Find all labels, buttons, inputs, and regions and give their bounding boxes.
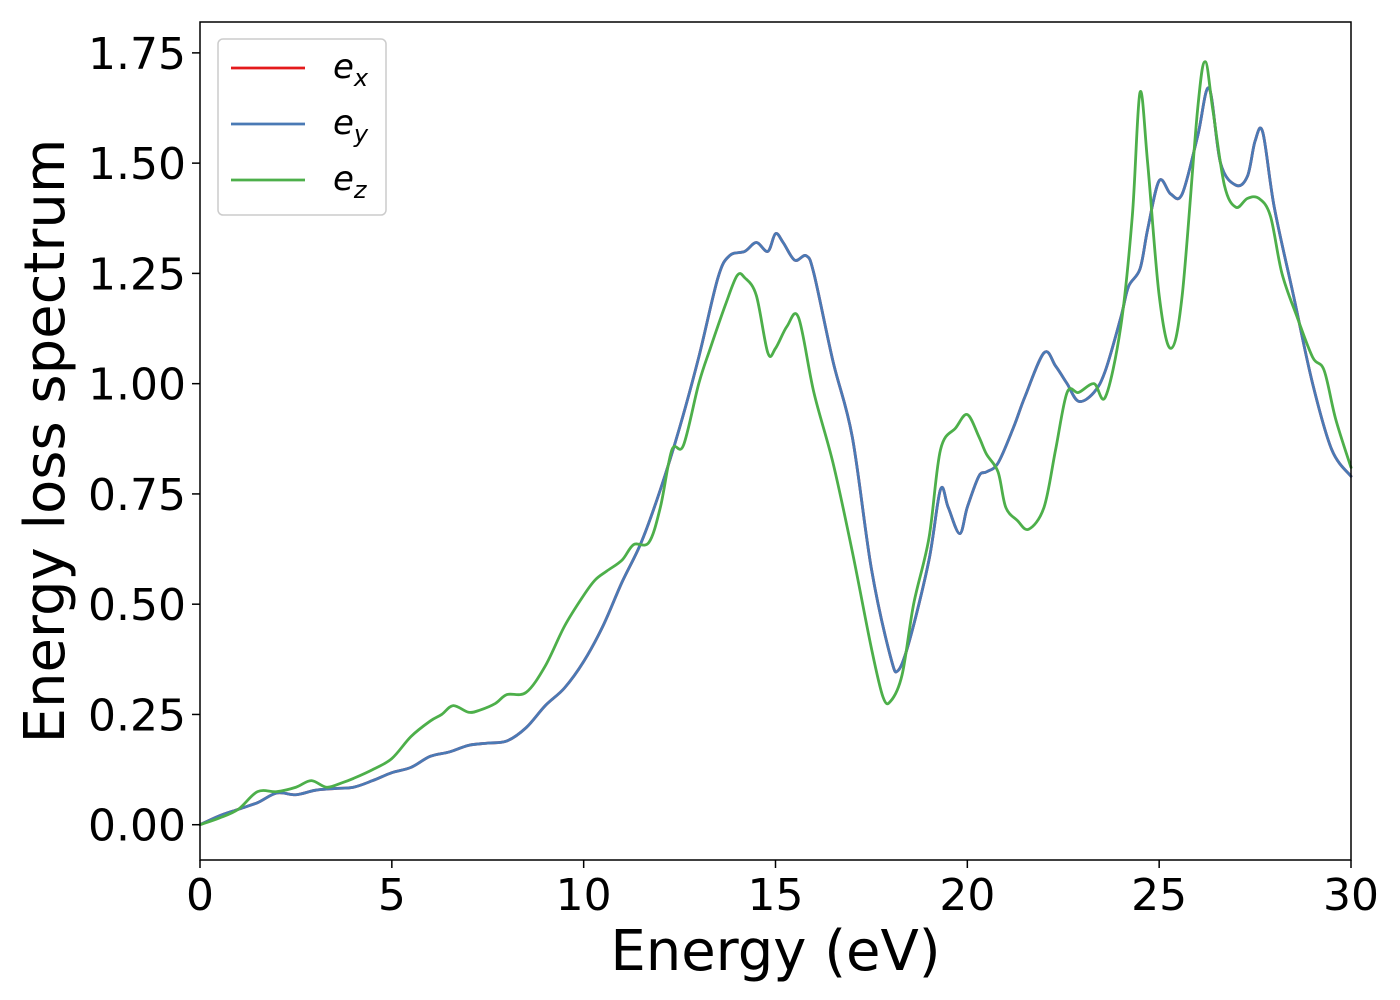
x-tick-label: 20 <box>939 870 995 921</box>
legend: ex ey ez <box>217 38 387 216</box>
y-tick-label: 0.75 <box>88 470 186 521</box>
legend-label-z: ez <box>333 159 368 204</box>
y-tick-label: 1.75 <box>88 29 186 80</box>
x-axis-ticks: 0 5 10 15 20 25 30 <box>186 860 1379 921</box>
legend-box <box>217 38 387 216</box>
x-tick-label: 30 <box>1323 870 1379 921</box>
y-tick-label: 0.00 <box>88 801 186 852</box>
x-tick-label: 15 <box>748 870 804 921</box>
y-tick-label: 1.00 <box>88 360 186 411</box>
x-tick-label: 5 <box>378 870 406 921</box>
y-tick-label: 0.50 <box>88 580 186 631</box>
series-line-y <box>198 86 1353 827</box>
y-axis-ticks: 0.00 0.25 0.50 0.75 1.00 1.25 1.50 1.75 <box>88 29 200 852</box>
y-tick-label: 1.50 <box>88 139 186 190</box>
y-tick-label: 0.25 <box>88 690 186 741</box>
series-layer <box>198 60 1353 827</box>
x-tick-label: 25 <box>1131 870 1187 921</box>
series-line-z <box>198 60 1353 827</box>
y-tick-label: 1.25 <box>88 249 186 300</box>
legend-label-x: ex <box>333 47 369 92</box>
x-tick-label: 10 <box>556 870 612 921</box>
legend-label-y: ey <box>333 103 369 148</box>
x-tick-label: 0 <box>186 870 214 921</box>
x-axis-label: Energy (eV) <box>610 919 940 984</box>
y-axis-label: Energy loss spectrum <box>13 139 78 744</box>
